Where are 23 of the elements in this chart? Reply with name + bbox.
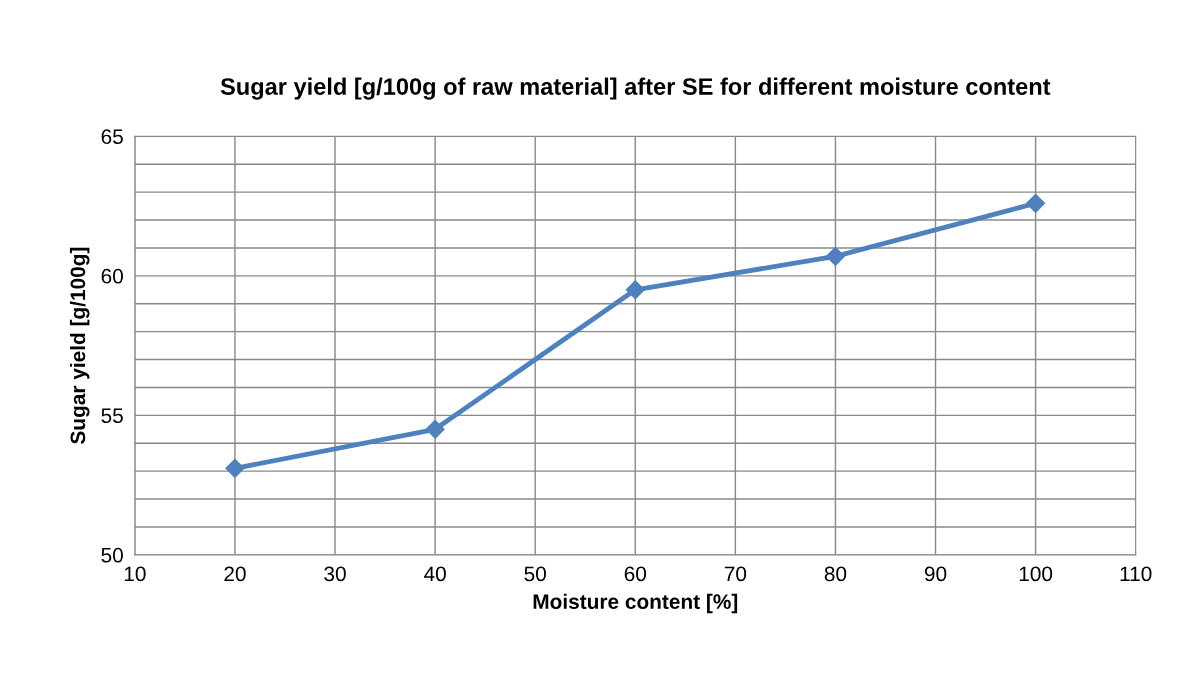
x-tick-label: 10 (124, 566, 146, 582)
y-tick-label: 50 (101, 547, 123, 563)
point (225, 458, 245, 478)
point (825, 246, 845, 266)
y-tick-label: 60 (101, 268, 123, 284)
x-tick-label: 60 (624, 566, 647, 582)
x-tick-label: 40 (424, 566, 446, 582)
x-axis-title: Moisture content [%] (533, 593, 738, 614)
x-tick-label: 30 (324, 566, 346, 582)
chart-title: Sugar yield [g/100g of raw material] after SE for different moisture content (220, 77, 1051, 100)
point (1026, 193, 1046, 213)
y-tick-label: 65 (101, 129, 123, 145)
x-tick-label: 70 (724, 566, 747, 582)
x-tick-label: 50 (524, 566, 546, 582)
x-tick-label: 80 (824, 566, 847, 582)
x-tick-label: 90 (924, 566, 947, 582)
point (625, 280, 645, 300)
point (425, 419, 445, 439)
x-tick-label: 20 (224, 566, 246, 582)
y-axis-title: Sugar yield [g/100g] (69, 247, 90, 444)
x-tick-label: 110 (1120, 566, 1152, 582)
y-tick-label: 55 (101, 408, 123, 424)
x-tick-label: 100 (1019, 566, 1053, 582)
